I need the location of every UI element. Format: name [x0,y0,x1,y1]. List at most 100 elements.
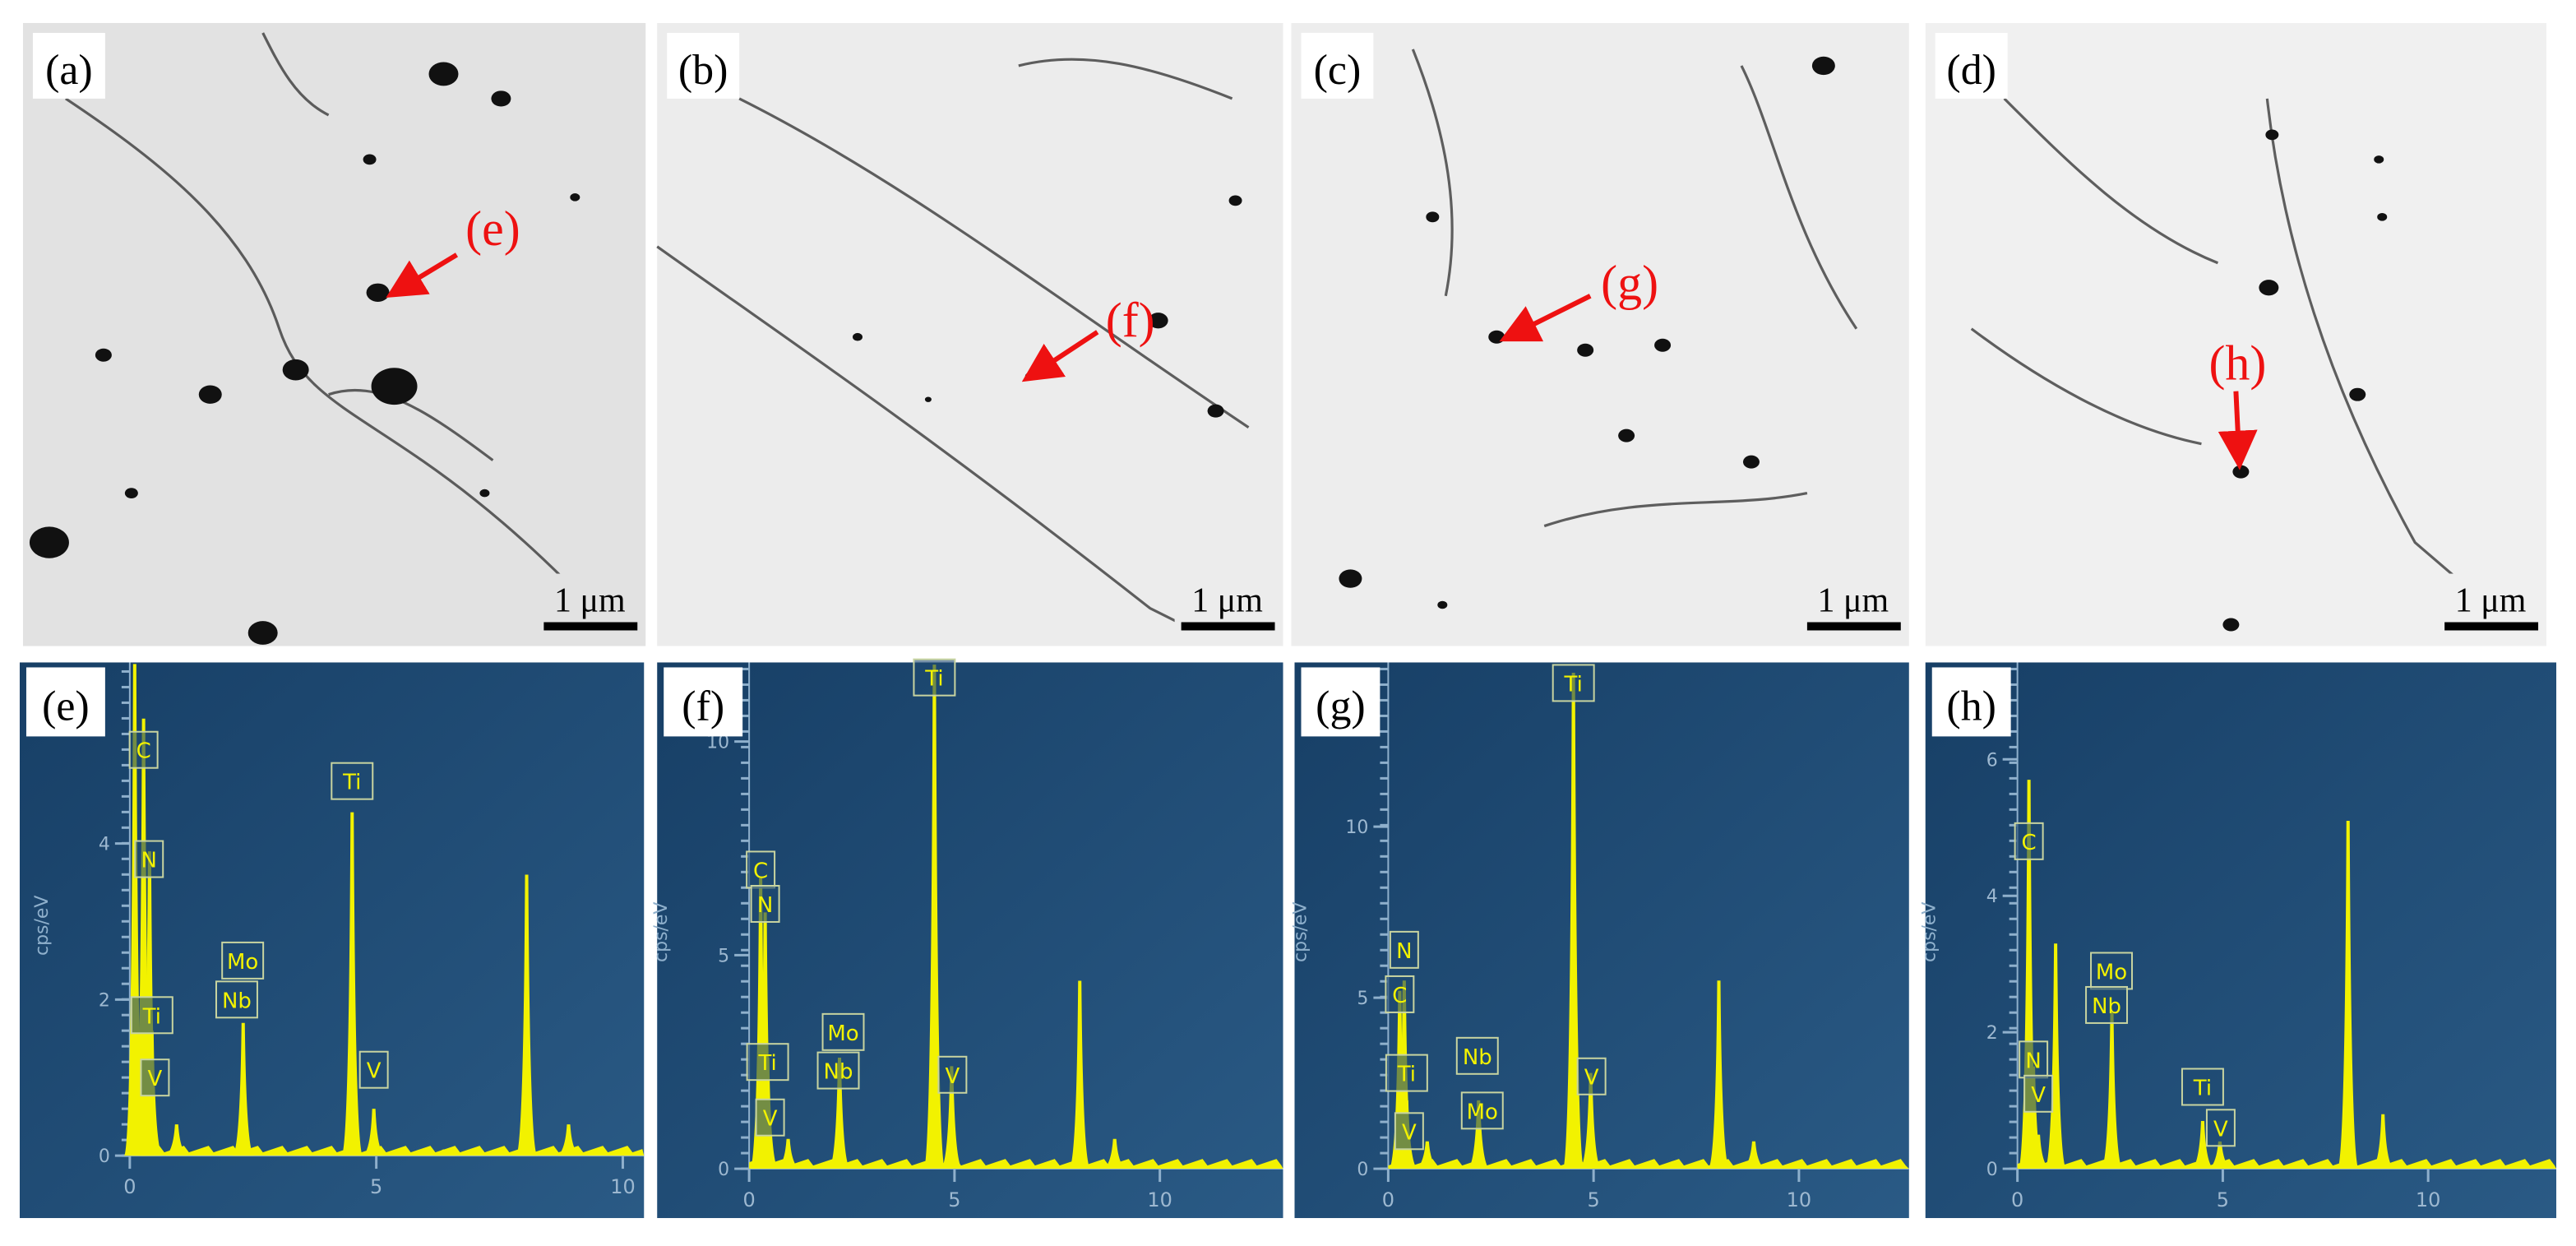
peak-label: V [148,1067,163,1091]
y-axis-label: cps/eV [1920,902,1940,962]
peak-label: Nb [1463,1045,1492,1070]
crack [1543,492,1808,528]
peak-label-box [746,1043,789,1082]
particle [491,90,511,107]
particle [2377,213,2388,221]
peak-label: Ti [1564,672,1583,697]
x-tick-label: 5 [2217,1188,2229,1211]
peak-label-box [358,1050,389,1089]
panel-label-box [32,32,105,99]
spectrum-panel: 0 2 4 0 5 10 cps/eV C N Ti V Mo Nb Ti V (e) [19,662,645,1219]
sem-panel: (c) 1 μm (g) [1291,22,1909,646]
particle [247,621,278,645]
particle [1654,338,1672,352]
spectrum-panel: 0 5 10 0 5 10 cps/eV CN Ti V Nb Mo Ti V (g) [1290,662,1909,1219]
peak-label-box [1394,1112,1424,1151]
spectrum-background [657,662,1283,1219]
peak-label: N [2025,1049,2041,1073]
peak-label-box [2085,985,2129,1024]
crack [261,32,330,117]
x-tick-label: 0 [743,1188,756,1211]
particle [1426,211,1440,223]
arrow [1021,330,1099,382]
spectrum-peak [2101,1012,2123,1170]
peak-label-box [913,658,956,697]
arrow-label: (h) [2208,336,2266,391]
panel-label: (e) [42,683,90,730]
peak-label-box [134,840,164,878]
scale-bar-bg [1800,573,1906,646]
crack [1970,327,2202,446]
panel-label: (g) [1316,683,1366,730]
peak-label: V [1584,1066,1599,1091]
particle [570,193,580,201]
panel-label-box [1301,32,1374,99]
peak-label: Ti [1397,1063,1416,1087]
peak-label: V [763,1107,778,1132]
peak-label: Nb [222,989,252,1013]
peak-label-box [1552,664,1595,702]
peak-label: Mo [827,1021,858,1046]
particle [924,396,932,402]
peak-label-box [1576,1057,1607,1095]
y-tick-label: 2 [1986,1023,1998,1044]
peak-label: C [136,739,151,764]
peak-label-box [937,1055,968,1094]
spectrum-peak [2337,820,2359,1170]
spectrum-peak [2018,780,2040,1170]
sem-panel: (b) 1 μm (f) [656,22,1283,646]
spectrum-background [1294,662,1909,1219]
crack [2003,97,2219,265]
peak-label: N [757,893,773,918]
spectrum-peak [1417,1141,1438,1170]
particle [1207,404,1224,418]
peak-label: Nb [2092,994,2121,1019]
spectrum-peak [1562,672,1584,1170]
spectrum-peak [2192,1120,2213,1170]
x-tick-label: 10 [2416,1188,2440,1211]
panel-label: (h) [1946,683,1996,730]
crack [1018,58,1233,100]
arrow [386,252,459,298]
arrow-label: (g) [1601,256,1658,310]
peak-label: Ti [924,667,943,692]
sem-image [1291,22,1909,646]
peak-label-box [1389,930,1419,969]
crack [656,245,1217,642]
peak-label-box [331,762,374,800]
sem-image [22,22,646,646]
particle [1811,56,1835,76]
peak-label: Ti [757,1051,776,1076]
particle [1437,600,1448,609]
spectrum-peak [923,665,946,1170]
spectrum-baseline [1388,1159,1909,1170]
y-tick-label: 2 [99,990,110,1011]
arrow [1499,294,1592,342]
y-tick-label: 6 [1986,750,1998,771]
peak-label: Nb [824,1060,853,1085]
peak-label-box [140,1058,170,1097]
x-tick-label: 0 [1382,1188,1394,1211]
x-tick-label: 5 [948,1188,960,1211]
y-axis-label: cps/eV [1290,902,1311,962]
particle [428,62,459,86]
particle [1148,313,1168,329]
peak-label: C [2022,831,2037,855]
crack [1740,65,1858,330]
spectrum-peak [2372,1114,2394,1170]
particle [1577,343,1594,357]
panel-label: (b) [678,47,728,94]
panel-label-box [667,32,740,99]
y-axis-label: cps/eV [651,902,672,962]
peak-label: Ti [142,1004,161,1029]
arrow [2218,391,2258,470]
peak-label-box [1455,1036,1499,1075]
sem-panel: (d) 1 μm (h) [1925,22,2547,646]
spectrum-peak [1468,1100,1490,1170]
particle [1618,428,1635,442]
particle [1228,195,1242,206]
particle [2259,280,2279,296]
particle [29,526,69,558]
